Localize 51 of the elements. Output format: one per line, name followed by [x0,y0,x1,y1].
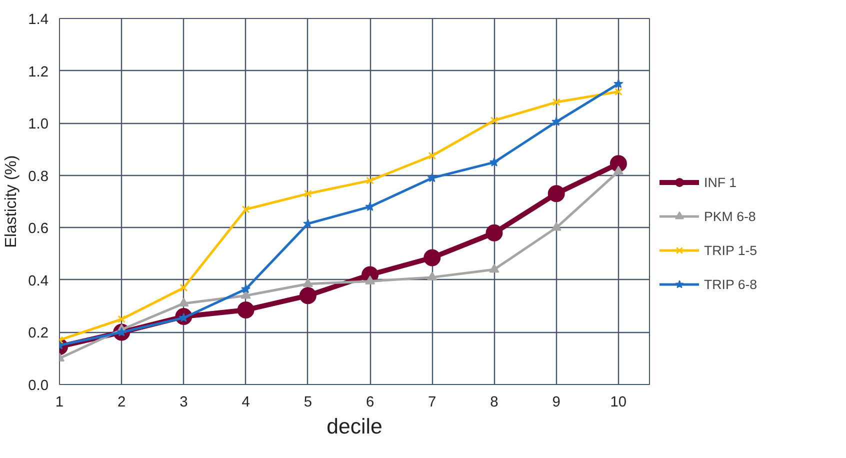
point [237,302,254,318]
x-tick-label: 4 [242,394,250,410]
y-tick-label: 0.0 [28,378,48,394]
x-tick-label: 6 [366,394,374,410]
point [366,176,374,185]
point [548,185,565,202]
x-tick-label: 10 [610,394,627,410]
point [304,190,312,198]
y-axis-title: Elasticity (%) [3,155,20,248]
y-tick-label: 1.4 [28,12,48,28]
legend-label: PKM 6-8 [704,208,756,224]
point [552,98,560,106]
point [490,116,498,124]
y-tick-label: 0.2 [28,326,48,342]
point [365,276,376,284]
point [241,284,251,294]
point [180,284,188,292]
point [427,272,438,280]
point [178,298,189,307]
point [118,315,126,324]
point [551,222,562,231]
x-tick-label: 9 [552,394,560,410]
point [365,202,375,211]
point [424,249,441,266]
x-tick-label: 1 [55,394,64,410]
point [613,166,624,175]
point [428,152,436,160]
point [302,278,313,287]
point [427,172,437,182]
point [242,205,250,214]
point [489,264,500,273]
y-tick-label: 1.2 [28,64,48,80]
point [552,116,562,126]
y-tick-label: 0.6 [28,221,48,238]
x-tick-label: 7 [428,394,436,410]
x-tick-label: 3 [180,394,188,410]
legend-label: TRIP 1-5 [704,242,758,258]
y-tick-label: 0.4 [28,273,48,290]
x-tick-label: 2 [118,394,126,410]
y-tick-label: 1.0 [28,116,48,133]
point [614,88,622,96]
x-axis-title: decile [326,414,382,438]
legend-label: TRIP 6-8 [704,276,758,292]
y-tick-label: 0.8 [28,168,48,185]
point [489,157,500,166]
point [299,287,316,304]
x-tick-label: 5 [304,394,312,410]
point [486,224,503,242]
point [614,78,624,88]
legend-label: INF 1 [704,174,737,190]
x-tick-label: 8 [490,394,498,410]
